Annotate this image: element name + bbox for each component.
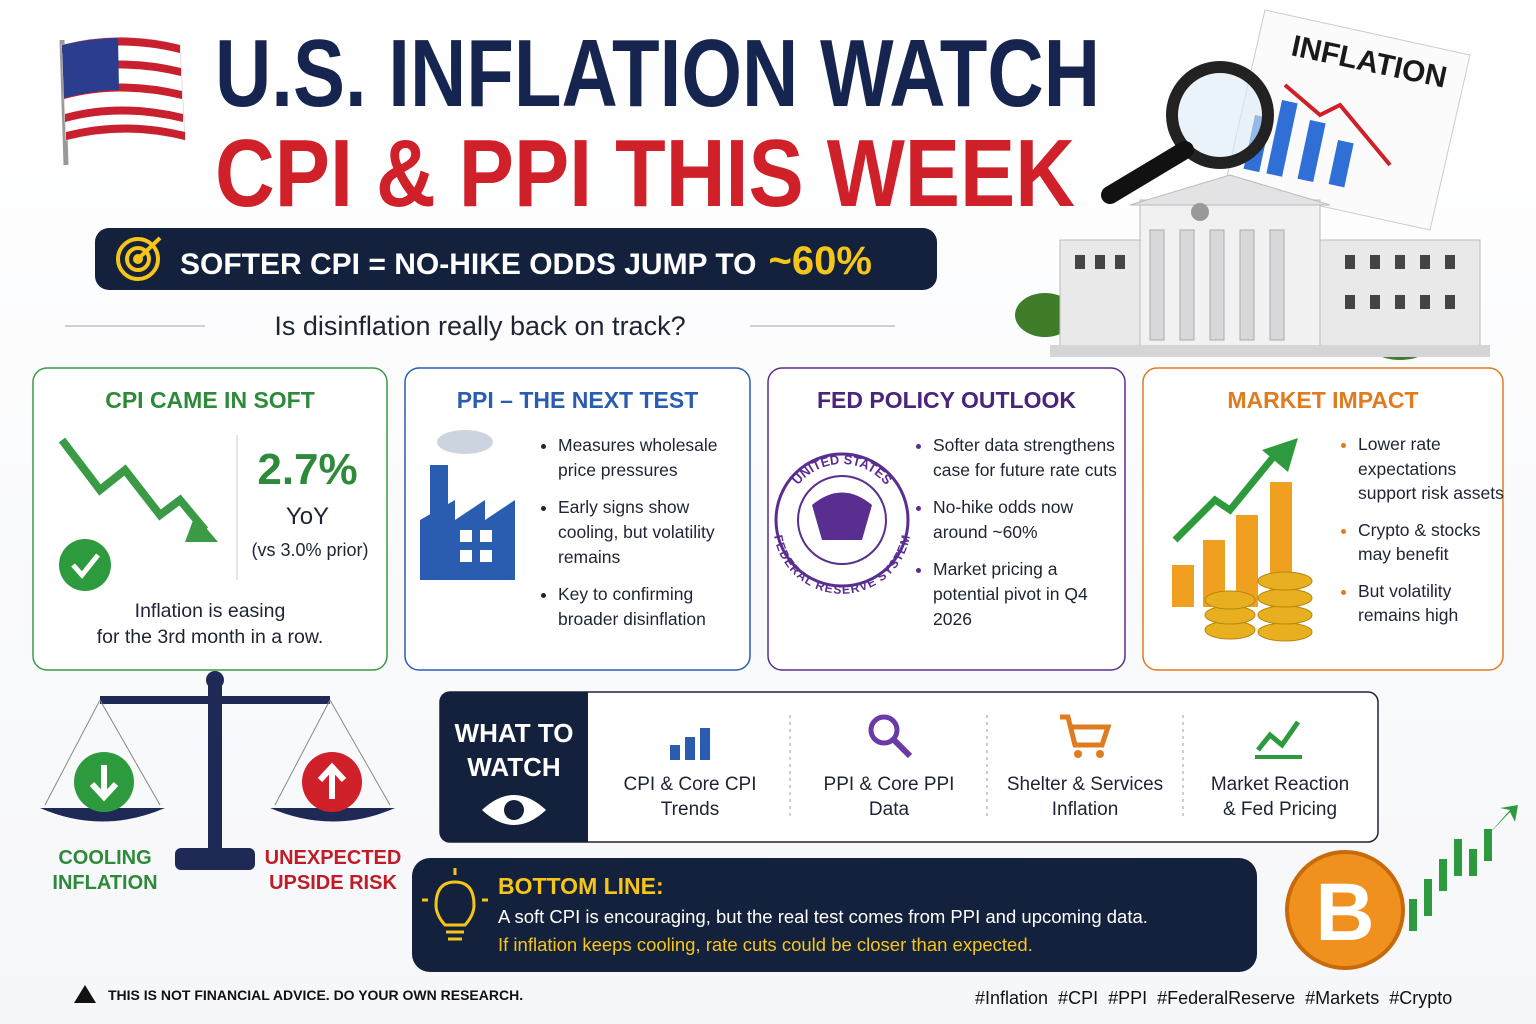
label-line: UPSIDE RISK [269, 872, 397, 894]
document-illustration: INFLATION [1101, 9, 1471, 231]
bullet: But volatility remains high [1358, 579, 1508, 628]
bullet: Measures wholesale price pressures [558, 433, 748, 483]
hashtags: #Inflation #CPI #PPI #FederalReserve #Ma… [975, 988, 1452, 1008]
market-growth-icon [1172, 438, 1313, 642]
card-title: FED POLICY OUTLOOK [817, 387, 1076, 413]
title-line1: U.S. INFLATION WATCH [215, 20, 1100, 127]
watch-item-line: Inflation [1051, 799, 1119, 820]
card-title: PPI – THE NEXT TEST [456, 387, 699, 413]
bulb-icon [422, 868, 488, 941]
disclaimer: THIS IS NOT FINANCIAL ADVICE. DO YOUR OW… [108, 987, 523, 1003]
card [767, 367, 1126, 671]
watch-item: PPI & Core PPI Data [794, 772, 984, 822]
watch-item-line: Market Reaction [1210, 774, 1350, 795]
watch-item: CPI & Core CPI Trends [595, 772, 785, 822]
cpi-caption: Inflation is easing for the 3rd month in… [33, 598, 387, 650]
card [32, 367, 388, 671]
watch-item-line: & Fed Pricing [1222, 799, 1338, 820]
cpi-stat-note: (vs 3.0% prior) [251, 540, 369, 560]
bullet: Crypto & stocks may benefit [1358, 518, 1508, 567]
bullet: Softer data strengthens case for future … [933, 433, 1128, 483]
scale-label: COOLING INFLATION [30, 846, 180, 896]
svg-text:B: B [1315, 867, 1374, 958]
warning-icon [74, 985, 96, 1003]
watch-item-line: CPI & Core CPI [623, 774, 757, 795]
falling-arrow-icon [58, 437, 218, 591]
bottom-line-panel [412, 858, 1257, 972]
title-line: WATCH [467, 752, 561, 782]
label-line: COOLING [58, 847, 152, 869]
scale-label: UNEXPECTED UPSIDE RISK [258, 846, 408, 896]
us-flag [59, 37, 186, 166]
watch-item: Shelter & Services Inflation [990, 772, 1180, 822]
watch-icons [670, 714, 1302, 760]
watch-item-line: Shelter & Services [1006, 774, 1164, 795]
bitcoin-illustration: B [1285, 805, 1518, 970]
banner-highlight: ~60% [768, 239, 871, 283]
watch-item: Market Reaction & Fed Pricing [1185, 772, 1375, 822]
watch-item-line: PPI & Core PPI [823, 774, 955, 795]
target-icon [116, 236, 162, 281]
bullet-list: Measures wholesale price pressures Early … [540, 433, 748, 644]
bullet: Market pricing a potential pivot in Q4 2… [933, 557, 1128, 632]
watch-header [440, 692, 588, 842]
banner-main: SOFTER CPI = NO-HIKE ODDS JUMP TO [180, 248, 756, 281]
bullet-list: Softer data strengthens case for future … [915, 433, 1128, 644]
banner [95, 228, 937, 290]
bullet-list: Lower rate expectations support risk ass… [1340, 432, 1508, 640]
factory-icon [420, 430, 515, 580]
bottom-line-title: BOTTOM LINE: [498, 873, 664, 899]
cpi-stat: 2.7% [257, 445, 358, 494]
bullet: Lower rate expectations support risk ass… [1358, 432, 1508, 506]
label-line: UNEXPECTED [264, 847, 402, 869]
bullet: Key to confirming broader disinflation [558, 582, 748, 632]
cpi-stat-unit: YoY [285, 503, 330, 530]
label-line: INFLATION [52, 872, 158, 894]
subtitle: Is disinflation really back on track? [274, 311, 685, 341]
balance-scale [40, 671, 395, 870]
card-title: MARKET IMPACT [1227, 387, 1419, 413]
card-title: CPI CAME IN SOFT [105, 387, 315, 413]
caption-line: for the 3rd month in a row. [96, 626, 324, 648]
banner-text: SOFTER CPI = NO-HIKE ODDS JUMP TO ~60% [180, 239, 872, 283]
watch-item-line: Trends [660, 799, 720, 820]
eye-icon [482, 795, 546, 825]
watch-item-line: Data [868, 799, 910, 820]
title-line2: CPI & PPI THIS WEEK [215, 120, 1075, 227]
federal-reserve-building [1015, 174, 1490, 360]
title-line: WHAT TO [454, 718, 574, 748]
watch-title: WHAT TO WATCH [440, 716, 588, 784]
bottom-line-text: A soft CPI is encouraging, but the real … [498, 906, 1148, 927]
bottom-line-highlight: If inflation keeps cooling, rate cuts co… [498, 934, 1033, 955]
bullet: Early signs show cooling, but volatility… [558, 495, 748, 570]
bullet: No-hike odds now around ~60% [933, 495, 1128, 545]
caption-line: Inflation is easing [134, 600, 286, 622]
